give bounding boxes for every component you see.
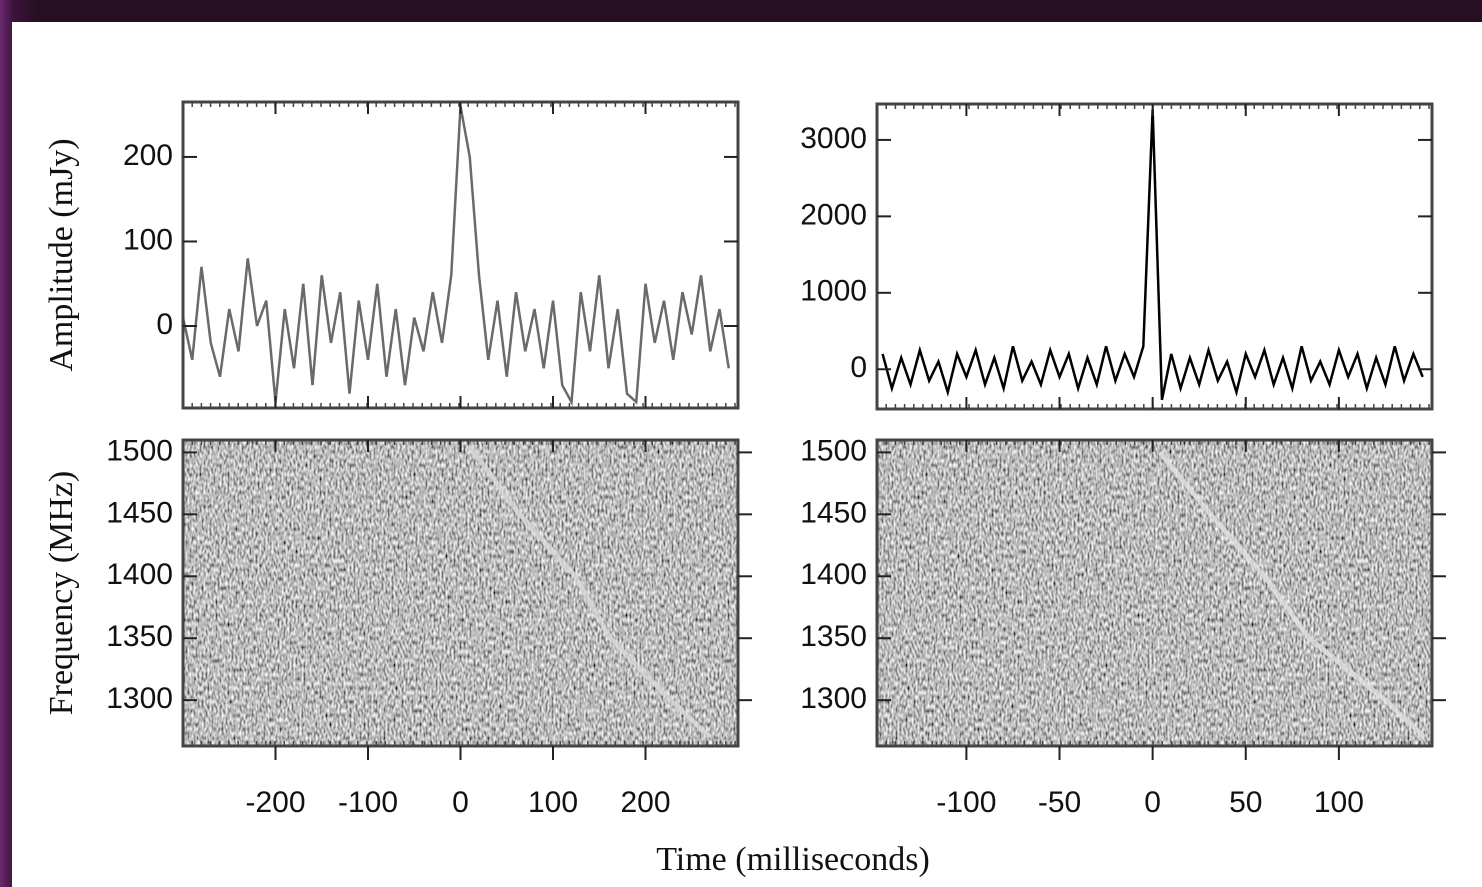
dispersion-sweep bbox=[467, 444, 712, 740]
x-tick-label: -200 bbox=[245, 786, 305, 819]
y-tick-label: 1400 bbox=[106, 558, 173, 591]
y-tick-label: 3000 bbox=[800, 122, 867, 155]
y-tick-label: 1000 bbox=[800, 275, 867, 308]
y-tick-label: 0 bbox=[850, 351, 867, 384]
y-tick-label: 200 bbox=[123, 139, 173, 172]
x-tick-label: 100 bbox=[1314, 786, 1364, 819]
amplitude-line bbox=[183, 106, 730, 407]
y-tick-label: 100 bbox=[123, 223, 173, 256]
y-tick-label: 2000 bbox=[800, 198, 867, 231]
plot-frame bbox=[875, 102, 1434, 411]
y-tick-label: 1500 bbox=[800, 434, 867, 467]
y-tick-label: 1300 bbox=[106, 682, 173, 715]
y-tick-label: 0 bbox=[156, 308, 173, 341]
y-tick-label: 1450 bbox=[800, 496, 867, 529]
x-tick-label: 0 bbox=[1144, 786, 1161, 819]
x-tick-label: -50 bbox=[1038, 786, 1081, 819]
y-axis-label: Frequency (MHz) bbox=[43, 471, 80, 716]
x-tick-label: 100 bbox=[528, 786, 578, 819]
x-tick-label: 0 bbox=[452, 786, 469, 819]
y-tick-label: 1400 bbox=[800, 558, 867, 591]
plot-frame bbox=[875, 438, 1434, 748]
x-tick-label: -100 bbox=[936, 786, 996, 819]
y-tick-label: 1350 bbox=[800, 620, 867, 653]
y-axis-label: Amplitude (mJy) bbox=[43, 138, 80, 371]
x-axis-label: Time (milliseconds) bbox=[656, 841, 930, 878]
dispersion-sweep bbox=[1158, 450, 1427, 740]
spectrogram-background bbox=[183, 440, 738, 746]
x-tick-label: 200 bbox=[620, 786, 670, 819]
y-tick-label: 1300 bbox=[800, 682, 867, 715]
x-tick-label: 50 bbox=[1229, 786, 1262, 819]
spectrogram-background bbox=[877, 440, 1432, 746]
y-tick-label: 1450 bbox=[106, 496, 173, 529]
x-tick-label: -100 bbox=[338, 786, 398, 819]
y-tick-label: 1350 bbox=[106, 620, 173, 653]
y-tick-label: 1500 bbox=[106, 434, 173, 467]
